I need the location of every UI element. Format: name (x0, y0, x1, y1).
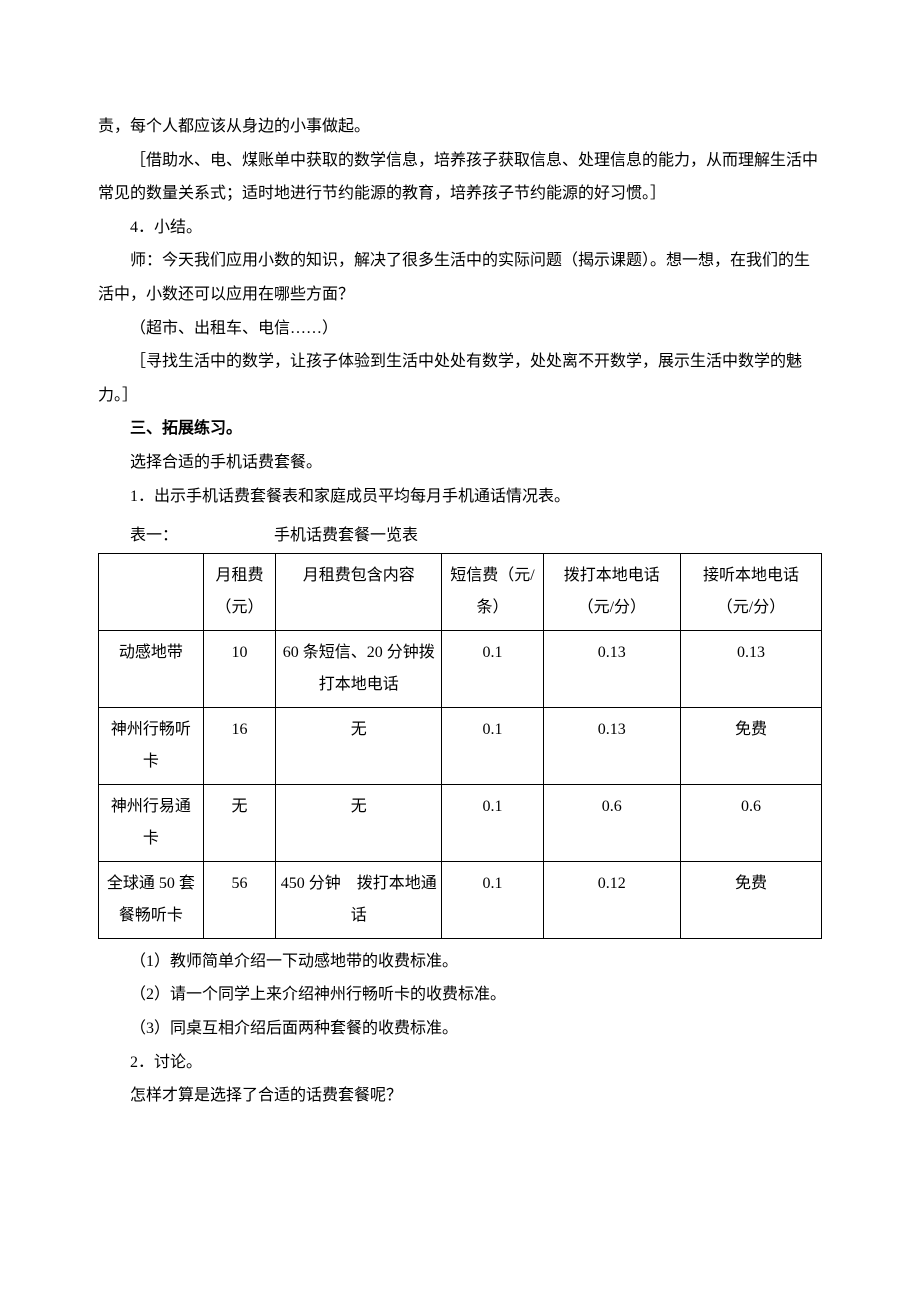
paragraph-continuation: 责，每个人都应该从身边的小事做起。 (98, 110, 822, 144)
phone-plan-table: 月租费（元） 月租费包含内容 短信费（元/条） 拨打本地电话（元/分） 接听本地… (98, 553, 822, 939)
table-header-cell: 拨打本地电话（元/分） (543, 553, 680, 630)
table-cell: 60 条短信、20 分钟拨打本地电话 (276, 630, 442, 707)
table-cell: 无 (203, 784, 275, 861)
table-cell: 神州行畅听卡 (99, 707, 204, 784)
table-label: 表一： (130, 519, 178, 553)
table-cell: 56 (203, 861, 275, 938)
table-cell: 0.1 (442, 784, 543, 861)
table-cell: 450 分钟 拨打本地通话 (276, 861, 442, 938)
paragraph-item-4: 4．小结。 (98, 211, 822, 245)
table-cell: 神州行易通卡 (99, 784, 204, 861)
table-cell: 免费 (680, 861, 821, 938)
table-header-cell: 月租费包含内容 (276, 553, 442, 630)
table-cell: 0.1 (442, 861, 543, 938)
paragraph-choose-plan: 选择合适的手机话费套餐。 (98, 446, 822, 480)
paragraph-teacher-speech: 师：今天我们应用小数的知识，解决了很多生活中的实际问题（揭示课题）。想一想，在我… (98, 244, 822, 311)
question-2: （2）请一个同学上来介绍神州行畅听卡的收费标准。 (98, 978, 822, 1012)
table-title: 手机话费套餐一览表 (274, 519, 418, 553)
table-header-cell (99, 553, 204, 630)
table-cell: 0.6 (543, 784, 680, 861)
question-3: （3）同桌互相介绍后面两种套餐的收费标准。 (98, 1012, 822, 1046)
table-row: 神州行畅听卡 16 无 0.1 0.13 免费 (99, 707, 822, 784)
section-3-heading: 三、拓展练习。 (98, 412, 822, 446)
table-cell: 16 (203, 707, 275, 784)
table-row: 动感地带 10 60 条短信、20 分钟拨打本地电话 0.1 0.13 0.13 (99, 630, 822, 707)
paragraph-discussion-q: 怎样才算是选择了合适的话费套餐呢？ (98, 1079, 822, 1113)
table-header-cell: 接听本地电话（元/分） (680, 553, 821, 630)
table-row: 神州行易通卡 无 无 0.1 0.6 0.6 (99, 784, 822, 861)
paragraph-bracket-note-2: ［寻找生活中的数学，让孩子体验到生活中处处有数学，处处离不开数学，展示生活中数学… (98, 345, 822, 412)
table-cell: 全球通 50 套餐畅听卡 (99, 861, 204, 938)
table-caption-row: 表一： 手机话费套餐一览表 (98, 519, 822, 553)
question-1: （1）教师简单介绍一下动感地带的收费标准。 (98, 945, 822, 979)
table-header-cell: 月租费（元） (203, 553, 275, 630)
table-cell: 无 (276, 784, 442, 861)
table-cell: 无 (276, 707, 442, 784)
table-header-cell: 短信费（元/条） (442, 553, 543, 630)
paragraph-item-2: 2．讨论。 (98, 1046, 822, 1080)
table-cell: 0.1 (442, 707, 543, 784)
table-cell: 0.6 (680, 784, 821, 861)
table-cell: 动感地带 (99, 630, 204, 707)
table-header-row: 月租费（元） 月租费包含内容 短信费（元/条） 拨打本地电话（元/分） 接听本地… (99, 553, 822, 630)
table-cell: 0.1 (442, 630, 543, 707)
paragraph-item-1: 1．出示手机话费套餐表和家庭成员平均每月手机通话情况表。 (98, 480, 822, 514)
paragraph-examples: （超市、出租车、电信……） (98, 312, 822, 346)
table-row: 全球通 50 套餐畅听卡 56 450 分钟 拨打本地通话 0.1 0.12 免… (99, 861, 822, 938)
paragraph-bracket-note: ［借助水、电、煤账单中获取的数学信息，培养孩子获取信息、处理信息的能力，从而理解… (98, 144, 822, 211)
table-cell: 0.13 (680, 630, 821, 707)
table-cell: 10 (203, 630, 275, 707)
table-cell: 0.13 (543, 707, 680, 784)
table-cell: 0.12 (543, 861, 680, 938)
table-cell: 0.13 (543, 630, 680, 707)
table-cell: 免费 (680, 707, 821, 784)
